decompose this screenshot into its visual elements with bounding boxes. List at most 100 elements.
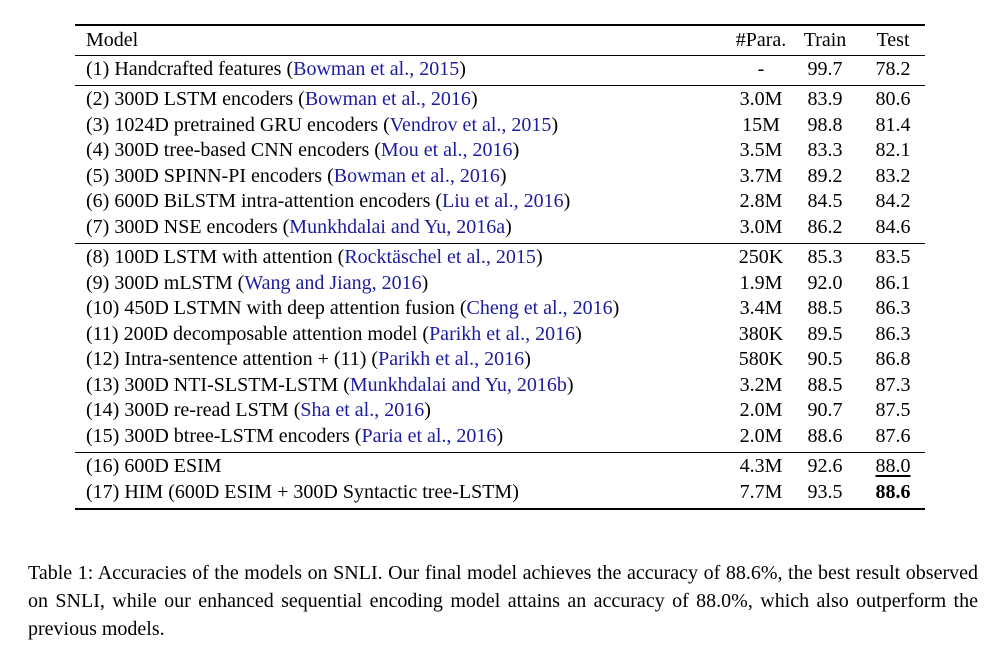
para-cell: 380K: [738, 322, 784, 345]
test-cell: 87.3: [875, 373, 911, 396]
citation-close: ): [421, 271, 429, 294]
para-cell: 15M: [742, 113, 780, 136]
model-name: (3) 1024D pretrained GRU encoders (: [86, 113, 390, 136]
citation-link[interactable]: Bowman et al., 2016: [333, 164, 500, 187]
train-cell: 92.0: [807, 271, 843, 294]
citation-close: ): [563, 190, 571, 213]
train-cell: 88.6: [807, 424, 843, 447]
citation-link[interactable]: Cheng et al., 2016: [466, 297, 613, 320]
test-cell: 81.4: [875, 113, 911, 136]
model-name: (5) 300D SPINN-PI encoders (: [86, 164, 334, 187]
train-cell: 90.7: [807, 399, 843, 422]
model-cell: (8) 100D LSTM with attention (Rocktäsche…: [86, 245, 543, 271]
citation-link[interactable]: Liu et al., 2016: [442, 190, 564, 213]
citation-close: ): [499, 164, 507, 187]
para-cell: 2.0M: [739, 424, 783, 447]
citation-link[interactable]: Bowman et al., 2016: [304, 88, 471, 111]
test-cell: 86.8: [875, 348, 911, 371]
table-row: (6) 600D BiLSTM intra-attention encoders…: [75, 189, 925, 215]
table-caption: Table 1: Accuracies of the models on SNL…: [28, 562, 978, 640]
citation-close: ): [496, 424, 504, 447]
citation-link[interactable]: Vendrov et al., 2015: [389, 113, 552, 136]
test-cell: 88.0: [875, 455, 911, 478]
citation-link[interactable]: Paria et al., 2016: [361, 424, 497, 447]
model-name: (4) 300D tree-based CNN encoders (: [86, 139, 381, 162]
table-row: (5) 300D SPINN-PI encoders (Bowman et al…: [75, 164, 925, 190]
test-cell: 86.3: [875, 297, 911, 320]
results-table: Model #Para. Train Test (1) Handcrafted …: [75, 24, 925, 510]
model-name: (11) 200D decomposable attention model (: [86, 322, 430, 345]
row-group: (2) 300D LSTM encoders (Bowman et al., 2…: [75, 86, 925, 243]
citation-link[interactable]: Bowman et al., 2015: [293, 57, 460, 80]
train-cell: 83.3: [807, 139, 843, 162]
citation-close: ): [566, 373, 574, 396]
row-group: (8) 100D LSTM with attention (Rocktäsche…: [75, 244, 925, 452]
test-cell: 83.2: [875, 164, 911, 187]
model-name: (1) Handcrafted features (: [86, 57, 294, 80]
train-cell: 89.5: [807, 322, 843, 345]
model-name: (15) 300D btree-LSTM encoders (: [86, 424, 362, 447]
model-name: (2) 300D LSTM encoders (: [86, 88, 305, 111]
table-row: (9) 300D mLSTM (Wang and Jiang, 2016) 1.9…: [75, 271, 925, 297]
model-cell: (11) 200D decomposable attention model (…: [86, 322, 582, 348]
train-cell: 98.8: [807, 113, 843, 136]
para-cell: 3.7M: [739, 164, 783, 187]
table-row: (15) 300D btree-LSTM encoders (Paria et …: [75, 424, 925, 450]
citation-close: ): [524, 348, 531, 371]
header-row: Model #Para. Train Test: [75, 26, 925, 55]
header-para: #Para.: [735, 28, 787, 51]
citation-close: ): [505, 215, 512, 238]
row-group: (1) Handcrafted features (Bowman et al.,…: [75, 56, 925, 86]
test-cell: 84.6: [875, 215, 911, 238]
para-cell: 580K: [738, 348, 784, 371]
model-cell: (12) Intra-sentence attention + (11) (Pa…: [86, 347, 531, 373]
table-row: (12) Intra-sentence attention + (11) (Pa…: [75, 347, 925, 373]
bottom-rule: [75, 508, 925, 510]
model-name: (12) Intra-sentence attention + (11) (: [86, 348, 379, 371]
test-cell: 87.6: [875, 424, 911, 447]
citation-close: ): [470, 88, 478, 111]
test-cell: 84.2: [875, 190, 911, 213]
citation-link[interactable]: Sha et al., 2016: [300, 399, 425, 422]
test-cell: 88.6: [875, 480, 911, 503]
model-cell: (13) 300D NTI-SLSTM-LSTM (Munkhdalai and…: [86, 373, 574, 399]
table-row: (7) 300D NSE encoders (Munkhdalai and Yu…: [75, 215, 925, 241]
citation-link[interactable]: Munkhdalai and Yu, 2016b: [349, 373, 567, 396]
train-cell: 83.9: [807, 88, 843, 111]
model-cell: (15) 300D btree-LSTM encoders (Paria et …: [86, 424, 503, 450]
train-cell: 99.7: [807, 57, 843, 80]
model-cell: (1) Handcrafted features (Bowman et al.,…: [86, 57, 466, 83]
citation-link[interactable]: Parikh et al., 2016: [378, 348, 525, 371]
citation-link[interactable]: Munkhdalai and Yu, 2016a: [289, 215, 506, 238]
para-cell: 3.5M: [739, 139, 783, 162]
test-cell: 86.1: [875, 271, 911, 294]
para-cell: 3.2M: [739, 373, 783, 396]
citation-link[interactable]: Rocktäschel et al., 2015: [344, 246, 536, 269]
para-cell: 4.3M: [739, 455, 783, 478]
citation-link[interactable]: Parikh et al., 2016: [429, 322, 576, 345]
model-cell: (9) 300D mLSTM (Wang and Jiang, 2016): [86, 271, 428, 297]
table-row: (11) 200D decomposable attention model (…: [75, 322, 925, 348]
test-cell: 86.3: [875, 322, 911, 345]
table-row: (13) 300D NTI-SLSTM-LSTM (Munkhdalai and…: [75, 373, 925, 399]
citation-link[interactable]: Wang and Jiang, 2016: [244, 271, 422, 294]
table-body: (1) Handcrafted features (Bowman et al.,…: [75, 54, 925, 509]
para-cell: 2.8M: [739, 190, 783, 213]
model-cell: (5) 300D SPINN-PI encoders (Bowman et al…: [86, 164, 507, 190]
model-name: (9) 300D mLSTM (: [86, 271, 245, 294]
model-cell: (6) 600D BiLSTM intra-attention encoders…: [86, 189, 570, 215]
citation-link[interactable]: Mou et al., 2016: [380, 139, 513, 162]
para-cell: 1.9M: [739, 271, 783, 294]
group-rule: [75, 54, 925, 56]
group-rule: [75, 243, 925, 245]
table-row: (17) HIM (600D ESIM + 300D Syntactic tre…: [75, 480, 925, 506]
train-cell: 92.6: [807, 455, 843, 478]
para-cell: 7.7M: [739, 480, 783, 503]
model-name: (6) 600D BiLSTM intra-attention encoders…: [86, 190, 443, 213]
citation-close: ): [612, 297, 620, 320]
test-cell: 83.5: [875, 246, 911, 269]
model-name: (13) 300D NTI-SLSTM-LSTM (: [86, 373, 350, 396]
header-test: Test: [876, 28, 910, 51]
group-rule: [75, 452, 925, 454]
table-row: (16) 600D ESIM 4.3M 92.6 88.0: [75, 454, 925, 480]
